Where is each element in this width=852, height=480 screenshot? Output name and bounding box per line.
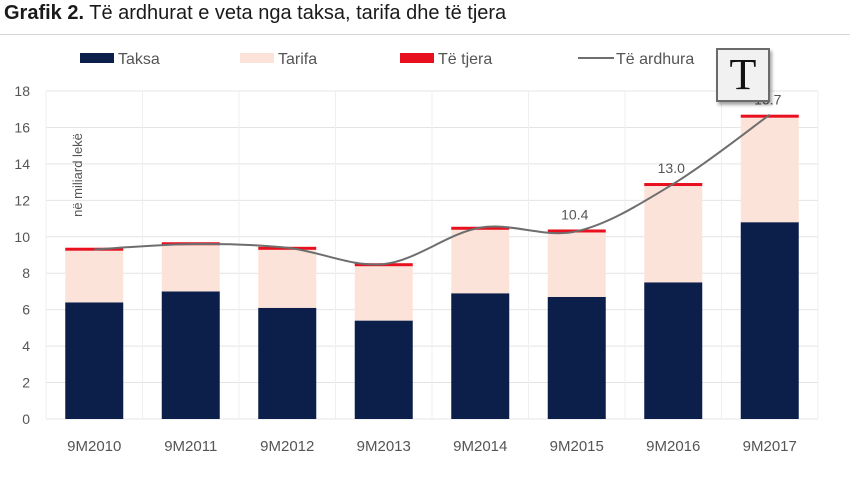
bar-tarifa-9M2012 [258,249,317,308]
legend-label-të-ardhura: Të ardhura [616,51,694,68]
bottom-strip [0,470,852,480]
y-tick-label-0: 0 [22,411,30,427]
bar-tarifa-9M2015 [547,231,606,297]
bar-taksa-9M2011 [161,291,220,419]
bar-tarifa-9M2016 [644,185,703,283]
y-tick-label-8: 8 [22,265,30,281]
bar-taksa-9M2016 [644,282,703,419]
bar-tarifa-9M2013 [354,265,413,321]
y-tick-label-4: 4 [22,338,30,354]
logo-letter: T [729,50,757,99]
x-tick-label-9M2011: 9M2011 [164,438,217,455]
t-logo-icon: T [716,48,770,102]
line-series-total [94,113,771,266]
y-tick-label-2: 2 [22,375,30,391]
bar-tarifa-9M2017 [740,116,799,223]
chart-frame: 0 2 4 6 8 10 12 14 16 18 në miliard lekë 9M2010 9M20… [0,34,850,471]
legend-label-taksa: Taksa [118,51,160,68]
y-axis-label: në miliard lekë [70,133,85,217]
x-tick-label-9M2013: 9M2013 [357,438,411,455]
legend-label-tarifa: Tarifa [278,51,317,68]
y-tick-label-6: 6 [22,302,30,318]
x-tick-label-9M2012: 9M2012 [260,438,314,455]
x-tick-label-9M2017: 9M2017 [743,438,797,455]
x-tick-label-9M2015: 9M2015 [550,438,604,455]
bar-të-tjera-9M2017 [740,114,799,118]
stacked-bar-chart: 0 2 4 6 8 10 12 14 16 18 në miliard lekë 9M2010 9M20… [14,51,819,455]
x-tick-label-9M2016: 9M2016 [646,438,700,455]
chart-title: Grafik 2. Të ardhurat e veta nga taksa, … [4,2,506,32]
chart-title-prefix: Grafik 2. [4,2,85,24]
legend-swatch-taksa [80,53,114,63]
bar-taksa-9M2017 [740,222,799,419]
y-tick-label-16: 16 [14,119,30,135]
bar-taksa-9M2014 [451,293,510,419]
y-tick-label-18: 18 [14,83,30,99]
legend-label-të-tjera: Të tjera [438,51,492,68]
y-tick-label-12: 12 [14,192,30,208]
bar-tarifa-9M2014 [451,229,510,294]
data-label-9M2016: 13.0 [658,160,685,176]
bar-tarifa-9M2011 [161,244,220,292]
y-tick-label-10: 10 [14,229,30,245]
legend-swatch-tarifa [240,53,274,63]
bar-tarifa-9M2010 [65,249,124,303]
chart-title-text: Të ardhurat e veta nga taksa, tarifa dhe… [89,2,507,24]
y-tick-label-14: 14 [14,156,30,172]
bar-taksa-9M2012 [258,307,317,419]
bar-taksa-9M2013 [354,320,413,419]
bar-taksa-9M2010 [65,302,124,419]
legend-swatch-të-tjera [400,53,434,63]
bar-taksa-9M2015 [547,296,606,419]
data-label-9M2015: 10.4 [561,206,588,222]
x-tick-label-9M2014: 9M2014 [453,438,507,455]
x-tick-label-9M2010: 9M2010 [67,438,121,455]
